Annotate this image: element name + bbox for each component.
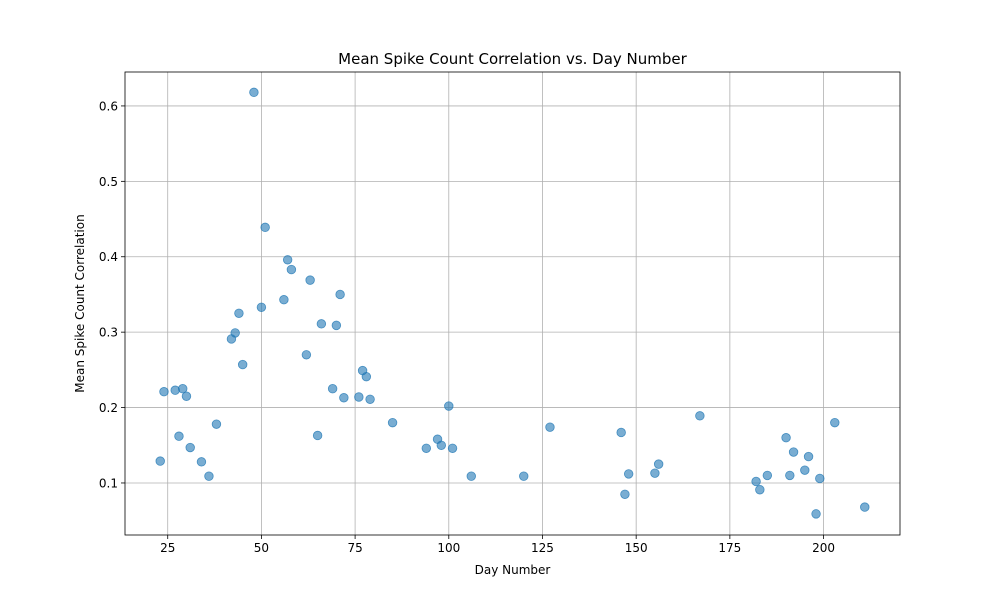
scatter-point <box>178 384 188 394</box>
scatter-point <box>155 456 165 466</box>
scatter-point <box>196 457 207 467</box>
scatter-point <box>305 275 315 285</box>
scatter-point <box>365 394 375 404</box>
y-tick-label: 0.5 <box>99 175 118 189</box>
scatter-point <box>230 328 240 338</box>
scatter-point <box>335 289 345 300</box>
y-tick-label: 0.1 <box>99 476 118 490</box>
scatter-point <box>279 295 289 305</box>
scatter-point <box>519 471 529 481</box>
y-tick-label: 0.6 <box>99 99 118 113</box>
x-tick-label: 25 <box>160 541 175 555</box>
scatter-point <box>545 422 555 432</box>
scatter-point <box>616 427 626 438</box>
y-tick-label: 0.2 <box>99 401 118 415</box>
scatter-point <box>620 489 630 499</box>
x-tick-label: 50 <box>254 541 269 555</box>
scatter-point <box>185 442 195 453</box>
x-tick-label: 75 <box>347 541 362 555</box>
x-tick-label: 200 <box>812 541 835 555</box>
scatter-point <box>623 469 634 479</box>
scatter-point <box>331 320 342 331</box>
scatter-point <box>387 417 398 428</box>
scatter-point <box>174 431 184 441</box>
scatter-point <box>361 371 372 382</box>
x-tick-label: 100 <box>437 541 460 555</box>
scatter-point <box>354 392 364 402</box>
scatter-point <box>803 451 814 462</box>
scatter-point <box>466 471 476 481</box>
scatter-point <box>312 430 323 441</box>
scatter-point <box>421 443 432 453</box>
scatter-point <box>755 485 765 495</box>
scatter-point <box>653 459 664 469</box>
x-tick-label: 150 <box>625 541 648 555</box>
scatter-point <box>785 470 795 481</box>
scatter-point <box>762 470 773 481</box>
scatter-point <box>650 468 660 478</box>
scatter-point <box>751 476 761 487</box>
scatter-point <box>159 387 169 397</box>
scatter-point <box>234 308 244 319</box>
scatter-point <box>444 401 454 411</box>
scatter-point <box>447 443 458 453</box>
scatter-point <box>788 447 799 457</box>
x-tick-label: 175 <box>718 541 741 555</box>
scatter-point <box>316 319 327 329</box>
scatter-point <box>781 433 791 443</box>
y-axis-label: Mean Spike Count Correlation <box>73 214 87 392</box>
plot-frame <box>124 71 901 536</box>
scatter-point <box>170 385 180 395</box>
scatter-point <box>260 222 270 233</box>
scatter-point <box>830 417 840 428</box>
y-tick-label: 0.4 <box>99 250 118 264</box>
grid-lines <box>125 72 900 535</box>
scatter-point <box>436 440 446 450</box>
scatter-point <box>286 264 297 275</box>
scatter-point <box>327 384 338 394</box>
chart-title: Mean Spike Count Correlation vs. Day Num… <box>338 50 687 68</box>
scatter-point <box>204 471 214 481</box>
scatter-point <box>211 419 222 429</box>
scatter-point <box>815 473 825 484</box>
scatter-point <box>800 465 810 475</box>
x-axis-label: Day Number <box>475 563 551 577</box>
x-tick-label: 125 <box>531 541 554 555</box>
scatter-point <box>301 350 312 360</box>
scatter-point <box>339 393 349 403</box>
scatter-point <box>282 255 293 265</box>
axis-ticks: 25 50 75 100 125 150 175 200 0.1 0.2 0.3 0.4 0.5 0.6 <box>99 99 835 555</box>
scatter-point <box>695 411 705 421</box>
scatter-point <box>181 391 192 401</box>
scatter-points <box>155 87 870 519</box>
scatter-point <box>860 502 870 512</box>
y-tick-label: 0.3 <box>99 326 118 340</box>
scatter-point <box>237 359 248 370</box>
scatter-point <box>256 302 267 312</box>
scatter-point <box>249 87 259 98</box>
scatter-point <box>811 509 821 519</box>
